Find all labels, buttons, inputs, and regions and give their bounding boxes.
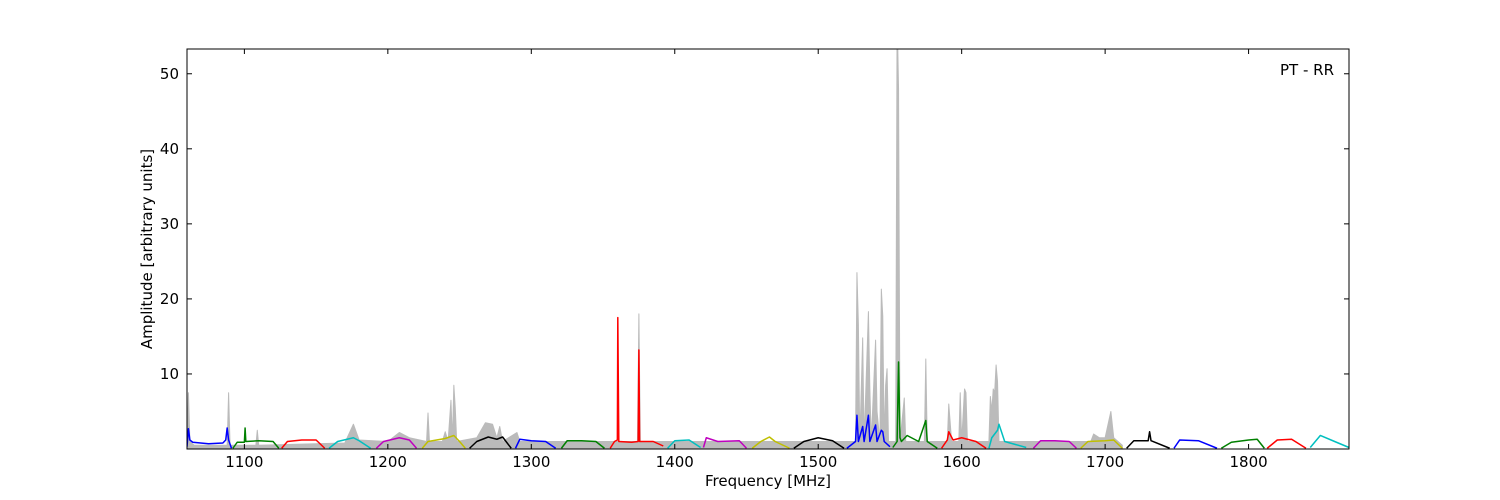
- subband-line: [1080, 439, 1123, 449]
- subband-line: [375, 436, 418, 449]
- subband-line: [940, 430, 987, 449]
- subband-line: [560, 439, 605, 449]
- y-tick-label: 50: [160, 65, 179, 83]
- x-tick-label: 1300: [512, 453, 550, 471]
- subband-line: [609, 316, 664, 449]
- subband-line: [1309, 434, 1349, 449]
- axes-frame: [186, 48, 1350, 450]
- y-tick-label: 10: [160, 365, 179, 383]
- subband-line: [702, 436, 748, 449]
- subband-line: [281, 439, 326, 449]
- x-axis-label: Frequency [MHz]: [705, 472, 831, 490]
- subband-line: [187, 427, 233, 449]
- plot-area: [187, 49, 1349, 449]
- subband-line: [892, 361, 938, 449]
- subband-line: [328, 436, 372, 449]
- subband-line: [793, 436, 845, 449]
- y-axis-label: Amplitude [arbitrary units]: [138, 149, 156, 349]
- subband-line: [1266, 438, 1307, 449]
- y-tick-label: 40: [160, 140, 179, 158]
- subband-line: [469, 436, 512, 449]
- y-tick-label: 30: [160, 215, 179, 233]
- subband-line: [421, 434, 466, 449]
- annotation: PT - RR: [1280, 61, 1334, 79]
- subband-line: [1220, 438, 1265, 449]
- subband-line: [667, 439, 701, 449]
- subband-line: [232, 427, 280, 449]
- x-tick-label: 1400: [656, 453, 694, 471]
- subband-line: [514, 438, 557, 449]
- x-tick-label: 1800: [1229, 453, 1267, 471]
- spectrum-area: [187, 49, 1123, 449]
- subband-line: [988, 423, 1027, 449]
- subband-line: [1032, 439, 1077, 449]
- subband-line: [1173, 439, 1218, 449]
- subband-line: [751, 436, 790, 449]
- subband-line: [1126, 430, 1170, 449]
- x-tick-label: 1500: [799, 453, 837, 471]
- subband-line: [846, 414, 891, 449]
- y-tick-label: 20: [160, 290, 179, 308]
- x-tick-label: 1700: [1086, 453, 1124, 471]
- x-tick-label: 1100: [225, 453, 263, 471]
- x-tick-label: 1600: [943, 453, 981, 471]
- x-tick-label: 1200: [369, 453, 407, 471]
